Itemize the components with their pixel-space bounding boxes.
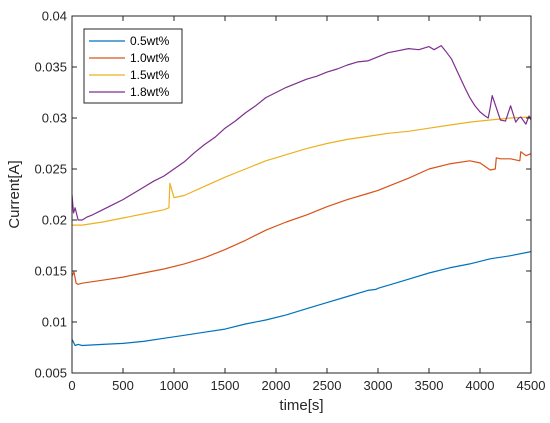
series-line-3 xyxy=(71,44,532,221)
x-tick-label-8: 4000 xyxy=(466,378,495,393)
y-tick-label-5: 0.03 xyxy=(42,111,67,126)
y-tick-label-3: 0.02 xyxy=(42,213,67,228)
ticks-layer: 0 500 1000 1500 2000 2500 3000 3500 4000 4500 0.00… xyxy=(34,9,545,394)
y-tick-label-0: 0.005 xyxy=(34,366,67,381)
x-tick-label-2: 1000 xyxy=(160,378,189,393)
x-tick-label-9: 4500 xyxy=(517,378,546,393)
x-tick-label-5: 2500 xyxy=(313,378,342,393)
series-line-1 xyxy=(71,151,532,285)
x-tick-label-3: 1500 xyxy=(211,378,240,393)
x-axis-label: time[s] xyxy=(279,397,323,414)
series-line-2 xyxy=(72,116,532,226)
legend-label-1: 1.0wt% xyxy=(130,51,170,65)
y-tick-label-6: 0.035 xyxy=(34,60,67,75)
y-tick-label-2: 0.015 xyxy=(34,264,67,279)
legend-label-2: 1.5wt% xyxy=(130,68,170,82)
series-layer xyxy=(71,44,532,347)
axes-box xyxy=(71,15,532,374)
legend: 0.5wt% 1.0wt% 1.5wt% 1.8wt% xyxy=(83,28,183,104)
x-tick-label-0: 0 xyxy=(68,378,75,393)
y-tick-label-1: 0.01 xyxy=(42,315,67,330)
y-axis-label: Current[A] xyxy=(6,160,23,228)
series-line-0 xyxy=(71,251,532,347)
legend-label-3: 1.8wt% xyxy=(130,85,170,99)
y-tick-label-4: 0.025 xyxy=(34,162,67,177)
y-tick-label-7: 0.04 xyxy=(42,9,67,24)
x-tick-label-4: 2000 xyxy=(262,378,291,393)
x-tick-label-6: 3000 xyxy=(364,378,393,393)
x-tick-label-7: 3500 xyxy=(415,378,444,393)
legend-label-0: 0.5wt% xyxy=(130,34,170,48)
x-tick-label-1: 500 xyxy=(112,378,134,393)
